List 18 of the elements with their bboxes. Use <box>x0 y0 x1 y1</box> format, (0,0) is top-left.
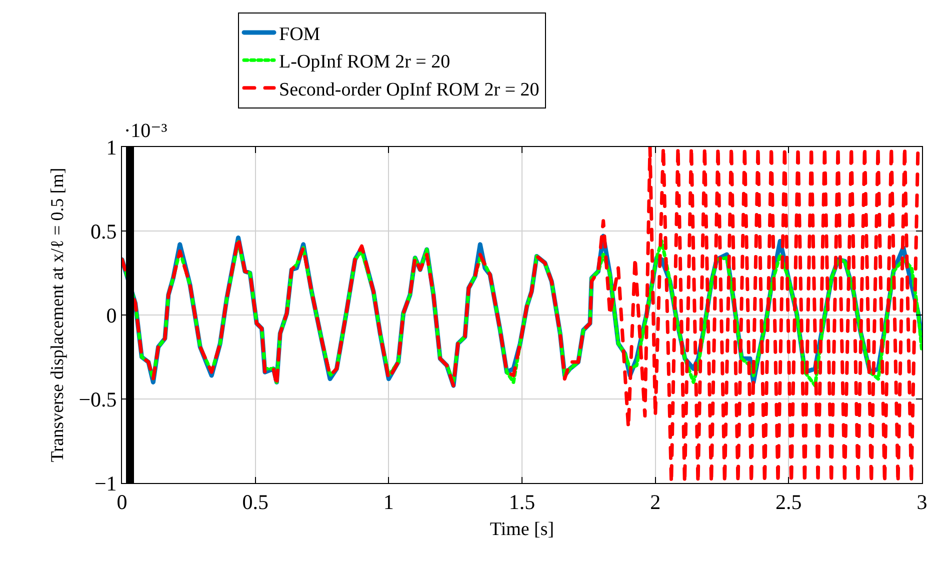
y-tick-label: 0 <box>106 303 117 328</box>
x-tick-label: 1 <box>383 490 394 514</box>
y-axis-title: Transverse displacement at x/ℓ = 0.5 [m] <box>46 168 67 462</box>
y-tick-label: 0.5 <box>90 219 117 244</box>
x-tick-label: 3 <box>916 490 928 514</box>
x-tick-label: 0.5 <box>242 490 268 514</box>
y-tick-label: 1 <box>106 135 117 160</box>
x-tick-label: 1.5 <box>508 490 536 514</box>
legend-label: L-OpInf ROM 2r = 20 <box>279 52 450 73</box>
legend-label: Second-order OpInf ROM 2r = 20 <box>279 79 540 100</box>
line-series <box>122 147 920 483</box>
x-tick-label: 2.5 <box>776 490 802 514</box>
y-tick-label: −0.5 <box>78 387 117 412</box>
y-tick-label: −1 <box>94 471 117 496</box>
x-axis-title: Time [s] <box>490 519 554 540</box>
x-tick-label: 2 <box>650 490 661 514</box>
text: ·10⁻³ <box>124 120 168 142</box>
legend-label: FOM <box>279 24 320 45</box>
